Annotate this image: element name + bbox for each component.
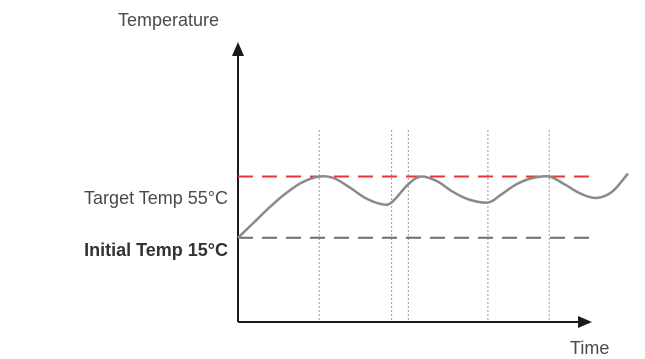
y-axis-label: Temperature <box>118 10 219 30</box>
temperature-curve <box>237 172 629 239</box>
x-axis-arrowhead <box>578 316 592 328</box>
x-axis-label: Time <box>570 338 609 358</box>
target-temp-label: Target Temp 55°C <box>84 188 228 208</box>
y-axis-arrowhead <box>232 42 244 56</box>
initial-temp-label: Initial Temp 15°C <box>84 240 228 260</box>
